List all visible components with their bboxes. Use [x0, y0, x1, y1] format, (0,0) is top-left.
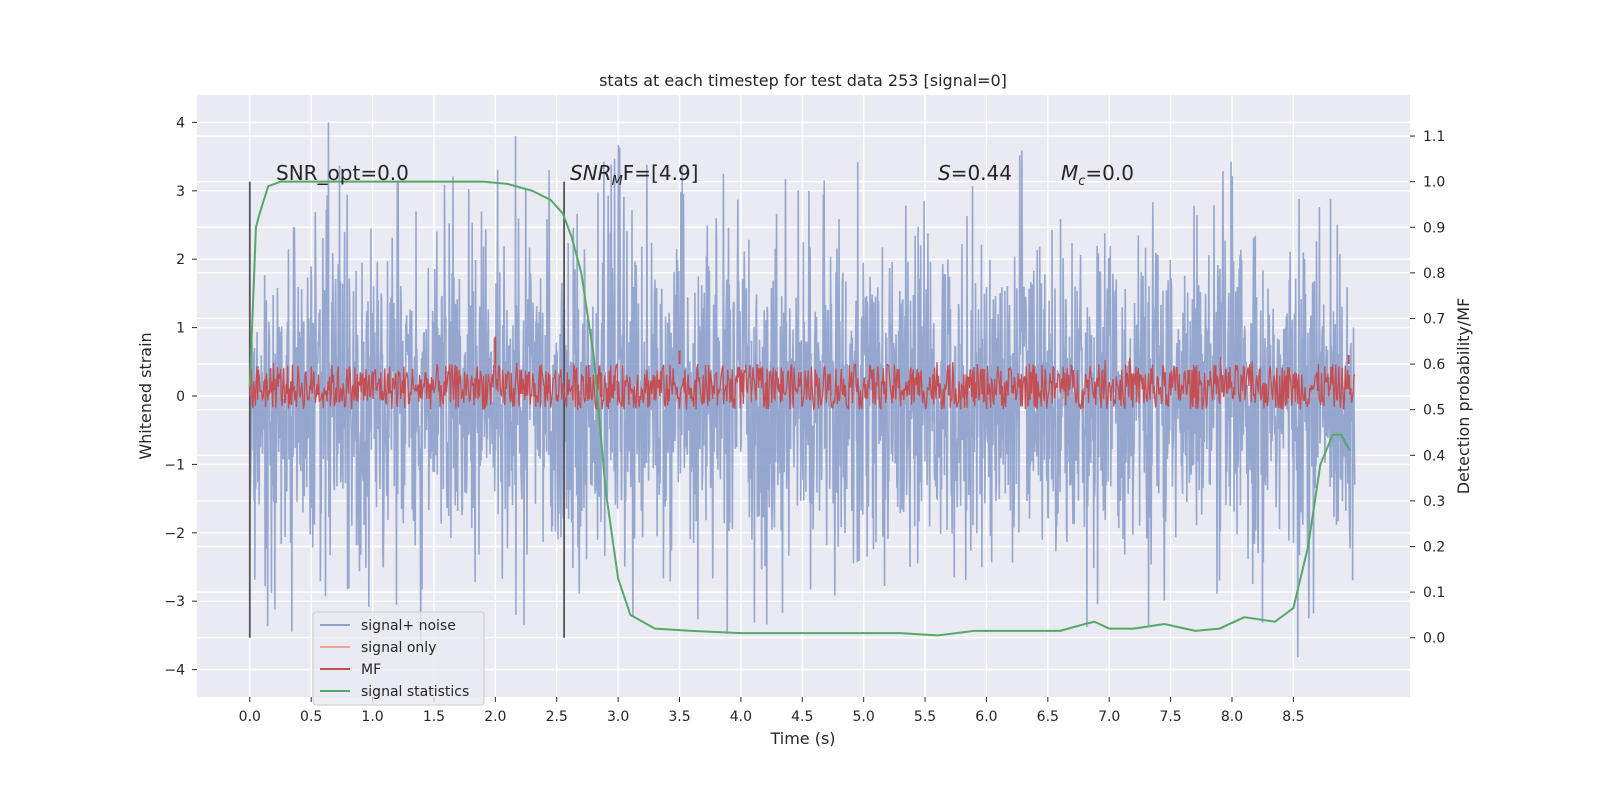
y-axis-label: Whitened strain: [136, 332, 155, 459]
x-tick-label: 1.5: [423, 709, 445, 725]
x-tick-label: 1.0: [361, 709, 383, 725]
legend-label-signal-statistics: signal statistics: [361, 684, 469, 700]
x-tick-label: 5.0: [853, 709, 875, 725]
y2-tick-label: 1.0: [1423, 175, 1445, 191]
series-signal-noise: [248, 122, 1356, 658]
y2-axis-label: Detection probability/MF: [1454, 298, 1473, 495]
legend-box: [312, 611, 485, 706]
y-tick-label: 2: [176, 252, 185, 268]
annotation-snr-opt: SNR_opt=0.0: [276, 161, 409, 185]
x-tick-label: 7.0: [1098, 709, 1120, 725]
x-tick-label: 8.5: [1282, 709, 1304, 725]
y-tick-label: −2: [164, 526, 185, 542]
annotation-snr-mf-prefix: SNR: [570, 161, 612, 185]
x-tick-label: 4.5: [791, 709, 813, 725]
y2-tick-label: 0.6: [1423, 357, 1445, 373]
y-tick-label: 1: [176, 321, 185, 337]
y2-tick-label: 0.4: [1423, 448, 1445, 464]
annotation-mc-sub: c: [1078, 174, 1085, 189]
annotation-s: S=0.44: [938, 161, 1012, 185]
legend: signal+ noise signal only MF signal stat…: [312, 611, 485, 706]
y2-tick-label: 0.3: [1423, 494, 1445, 510]
x-tick-label: 6.0: [975, 709, 997, 725]
x-tick-label: 0.5: [300, 709, 322, 725]
annotation-s-value: =0.44: [951, 161, 1012, 185]
annotation-mc-value: =0.0: [1085, 161, 1134, 185]
x-axis-label: Time (s): [769, 729, 835, 748]
y2-tick-label: 1.1: [1423, 129, 1445, 145]
annotation-snr-mf-suffix: F=[4.9]: [623, 161, 699, 185]
chart-title: stats at each timestep for test data 253…: [599, 71, 1007, 90]
annotation-s-label: S: [938, 161, 951, 185]
x-tick-label: 3.0: [607, 709, 629, 725]
y2-tick-label: 0.9: [1423, 220, 1445, 236]
y2-tick-label: 0.5: [1423, 403, 1445, 419]
annotation-snr-mf-sub: M: [612, 174, 623, 189]
annotation-mc: Mc=0.0: [1061, 161, 1134, 189]
series-mf: [249, 357, 1356, 411]
x-tick-label: 6.5: [1037, 709, 1059, 725]
y2-tick-label: 0.0: [1423, 631, 1445, 647]
x-tick-label: 7.5: [1159, 709, 1181, 725]
y-tick-label: 3: [176, 184, 185, 200]
x-tick-label: 8.0: [1221, 709, 1243, 725]
y2-tick-label: 0.7: [1423, 311, 1445, 327]
y2-tick-label: 0.2: [1423, 540, 1445, 556]
y-tick-label: −1: [164, 457, 185, 473]
y-tick-label: −4: [164, 663, 185, 679]
y-tick-label: −3: [164, 594, 185, 610]
legend-label-mf: MF: [361, 662, 381, 678]
x-tick-label: 3.5: [668, 709, 690, 725]
annotation-mc-label: M: [1061, 161, 1078, 185]
y-tick-label: 0: [176, 389, 185, 405]
x-tick-label: 2.5: [546, 709, 568, 725]
annotation-snr-mf: SNRMF=[4.9]: [570, 161, 698, 189]
x-tick-label: 0.0: [239, 709, 261, 725]
x-tick-label: 5.5: [914, 709, 936, 725]
y2-tick-label: 0.8: [1423, 266, 1445, 282]
legend-label-signal-only: signal only: [361, 640, 436, 656]
legend-label-signal-noise: signal+ noise: [361, 618, 456, 634]
y2-tick-label: 0.1: [1423, 585, 1445, 601]
x-tick-label: 2.0: [484, 709, 506, 725]
y-tick-label: 4: [176, 115, 185, 131]
x-tick-label: 4.0: [730, 709, 752, 725]
series-signal-statistics: [248, 180, 1351, 637]
